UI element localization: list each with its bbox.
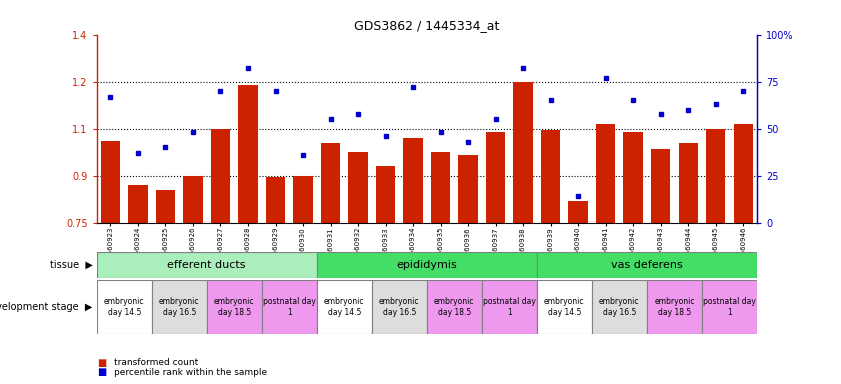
Text: development stage  ▶: development stage ▶ xyxy=(0,302,93,312)
Bar xyxy=(623,132,643,223)
Bar xyxy=(596,124,616,223)
Text: embryonic
day 18.5: embryonic day 18.5 xyxy=(214,298,255,317)
Bar xyxy=(569,201,588,223)
Bar xyxy=(317,280,372,334)
Text: embryonic
day 18.5: embryonic day 18.5 xyxy=(654,298,695,317)
Text: efferent ducts: efferent ducts xyxy=(167,260,246,270)
Bar xyxy=(426,280,482,334)
Bar xyxy=(211,129,230,223)
Bar xyxy=(679,143,698,223)
Bar xyxy=(431,152,450,223)
Bar xyxy=(651,149,670,223)
Text: postnatal day
1: postnatal day 1 xyxy=(263,298,315,317)
Text: embryonic
day 14.5: embryonic day 14.5 xyxy=(544,298,584,317)
Title: GDS3862 / 1445334_at: GDS3862 / 1445334_at xyxy=(354,19,500,32)
Text: transformed count: transformed count xyxy=(114,358,198,367)
Bar xyxy=(321,143,340,223)
Bar xyxy=(97,252,317,278)
Bar xyxy=(592,280,647,334)
Bar xyxy=(647,280,702,334)
Bar xyxy=(376,166,395,223)
Text: postnatal day
1: postnatal day 1 xyxy=(483,298,536,317)
Text: vas deferens: vas deferens xyxy=(611,260,683,270)
Bar xyxy=(262,280,317,334)
Bar xyxy=(404,138,423,223)
Bar xyxy=(183,176,203,223)
Text: percentile rank within the sample: percentile rank within the sample xyxy=(114,368,267,377)
Text: ■: ■ xyxy=(97,367,106,377)
Bar xyxy=(537,280,592,334)
Bar xyxy=(101,141,120,223)
Text: embryonic
day 16.5: embryonic day 16.5 xyxy=(159,298,199,317)
Bar xyxy=(156,190,175,223)
Bar xyxy=(151,280,207,334)
Text: embryonic
day 18.5: embryonic day 18.5 xyxy=(434,298,474,317)
Bar xyxy=(458,155,478,223)
Bar xyxy=(317,252,537,278)
Bar xyxy=(706,129,725,223)
Bar xyxy=(486,132,505,223)
Bar xyxy=(482,280,537,334)
Text: postnatal day
1: postnatal day 1 xyxy=(703,298,756,317)
Bar xyxy=(97,280,151,334)
Bar xyxy=(207,280,262,334)
Bar xyxy=(129,185,148,223)
Bar xyxy=(541,130,560,223)
Text: embryonic
day 16.5: embryonic day 16.5 xyxy=(599,298,640,317)
Text: embryonic
day 14.5: embryonic day 14.5 xyxy=(324,298,364,317)
Text: embryonic
day 14.5: embryonic day 14.5 xyxy=(104,298,145,317)
Text: epididymis: epididymis xyxy=(396,260,458,270)
Bar xyxy=(514,82,532,223)
Bar xyxy=(733,124,753,223)
Bar xyxy=(266,177,285,223)
Bar xyxy=(238,85,257,223)
Text: embryonic
day 16.5: embryonic day 16.5 xyxy=(379,298,420,317)
Text: tissue  ▶: tissue ▶ xyxy=(50,260,93,270)
Bar xyxy=(702,280,757,334)
Bar xyxy=(372,280,426,334)
Bar xyxy=(348,152,368,223)
Bar xyxy=(294,176,313,223)
Text: ■: ■ xyxy=(97,358,106,368)
Bar xyxy=(537,252,757,278)
